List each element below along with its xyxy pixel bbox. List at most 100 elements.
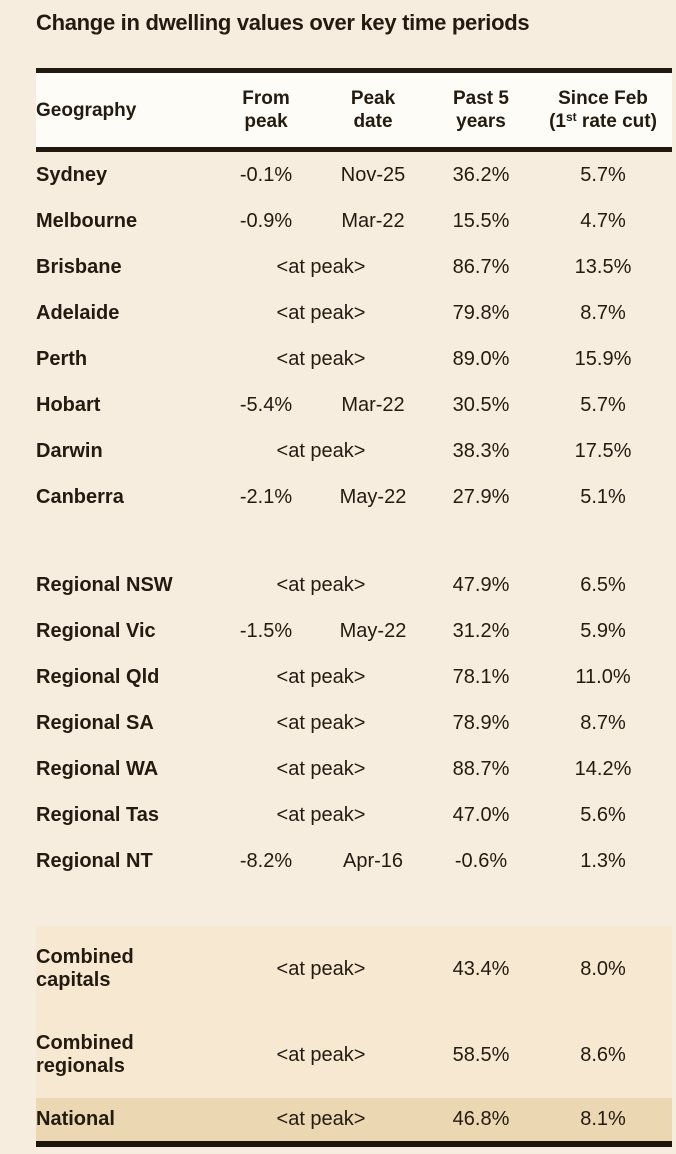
since-feb-cell: 8.6% xyxy=(580,1043,626,1066)
table-row: Hobart -5.4% Mar-22 30.5% 5.7% xyxy=(36,382,672,428)
since-feb-cell: 1.3% xyxy=(580,849,626,872)
table-row: Regional Tas <at peak> 47.0% 5.6% xyxy=(36,792,672,838)
peak-date-cell: Nov-25 xyxy=(340,163,406,186)
past-5-years-cell: 78.1% xyxy=(452,665,510,688)
table-row: Combined capitals <at peak> 43.4% 8.0% xyxy=(36,926,672,1012)
from-peak-cell: -8.2% xyxy=(239,849,293,872)
col-header-since-feb: Since Feb (1st rate cut) xyxy=(534,73,672,147)
table-row: Regional Vic -1.5% May-22 31.2% 5.9% xyxy=(36,608,672,654)
col-header-past-5-years: Past 5 years xyxy=(428,73,534,147)
header-line: Peak xyxy=(350,88,396,109)
table-row: Melbourne -0.9% Mar-22 15.5% 4.7% xyxy=(36,198,672,244)
peak-date-cell: Mar-22 xyxy=(341,209,405,232)
since-feb-cell: 8.1% xyxy=(580,1108,626,1130)
table-row: Canberra -2.1% May-22 27.9% 5.1% xyxy=(36,474,672,520)
at-peak-cell: <at peak> xyxy=(276,573,366,596)
peak-date-cell: May-22 xyxy=(339,619,407,642)
geography-cell: Darwin xyxy=(36,439,103,462)
past-5-years-cell: 86.7% xyxy=(452,255,510,278)
past-5-years-cell: 38.3% xyxy=(452,439,510,462)
since-feb-cell: 5.7% xyxy=(580,163,626,186)
geography-cell: Canberra xyxy=(36,485,124,508)
header-line: Past 5 xyxy=(453,88,509,109)
past-5-years-cell: 89.0% xyxy=(452,347,510,370)
ordinal-superscript: st xyxy=(565,110,577,124)
table-row: Adelaide <at peak> 79.8% 8.7% xyxy=(36,290,672,336)
geography-cell: Regional NT xyxy=(36,849,153,872)
header-line: Since Feb xyxy=(558,88,648,109)
figure-title: Change in dwelling values over key time … xyxy=(36,10,530,35)
table-row: Regional NSW <at peak> 47.9% 6.5% xyxy=(36,562,672,608)
since-feb-cell: 5.1% xyxy=(580,485,626,508)
geography-cell: Sydney xyxy=(36,163,108,186)
geography-cell: Regional Tas xyxy=(36,803,159,826)
from-peak-cell: -0.9% xyxy=(239,209,293,232)
at-peak-cell: <at peak> xyxy=(276,957,366,980)
col-header-geography: Geography xyxy=(36,99,137,121)
past-5-years-cell: 27.9% xyxy=(452,485,510,508)
at-peak-cell: <at peak> xyxy=(276,301,366,324)
at-peak-cell: <at peak> xyxy=(276,803,366,826)
since-feb-cell: 5.9% xyxy=(580,619,626,642)
at-peak-cell: <at peak> xyxy=(276,757,366,780)
table-row: Regional Qld <at peak> 78.1% 11.0% xyxy=(36,654,672,700)
table-row: Regional WA <at peak> 88.7% 14.2% xyxy=(36,746,672,792)
table-row: National <at peak> 46.8% 8.1% xyxy=(36,1098,672,1141)
past-5-years-cell: 43.4% xyxy=(452,957,510,980)
since-feb-cell: 13.5% xyxy=(574,255,632,278)
header-line: years xyxy=(456,111,506,132)
table-row: Brisbane <at peak> 86.7% 13.5% xyxy=(36,244,672,290)
dwelling-values-table: Geography From peak Peak date Past 5 yea… xyxy=(36,68,672,1147)
since-feb-cell: 6.5% xyxy=(580,573,626,596)
geography-cell: Regional Vic xyxy=(36,619,156,642)
from-peak-cell: -2.1% xyxy=(239,485,293,508)
peak-date-cell: May-22 xyxy=(339,485,407,508)
since-feb-cell: 8.7% xyxy=(580,301,626,324)
geography-cell: Regional SA xyxy=(36,711,154,734)
geography-cell: Perth xyxy=(36,347,88,370)
header-line: From xyxy=(242,88,290,109)
section-gap xyxy=(36,520,672,562)
since-feb-cell: 8.7% xyxy=(580,711,626,734)
past-5-years-cell: 88.7% xyxy=(452,757,510,780)
past-5-years-cell: 46.8% xyxy=(452,1108,510,1130)
since-feb-cell: 11.0% xyxy=(575,665,631,688)
table-row: Regional SA <at peak> 78.9% 8.7% xyxy=(36,700,672,746)
table-row: Sydney -0.1% Nov-25 36.2% 5.7% xyxy=(36,152,672,198)
at-peak-cell: <at peak> xyxy=(276,439,366,462)
at-peak-cell: <at peak> xyxy=(276,1043,366,1066)
table-row: Regional NT -8.2% Apr-16 -0.6% 1.3% xyxy=(36,838,672,884)
since-feb-cell: 15.9% xyxy=(574,347,632,370)
past-5-years-cell: 79.8% xyxy=(452,301,510,324)
geography-cell: Melbourne xyxy=(36,209,138,232)
past-5-years-cell: 78.9% xyxy=(452,711,510,734)
table-row: Perth <at peak> 89.0% 15.9% xyxy=(36,336,672,382)
geography-cell: Hobart xyxy=(36,393,101,416)
since-feb-cell: 5.6% xyxy=(580,803,626,826)
past-5-years-cell: 30.5% xyxy=(452,393,510,416)
from-peak-cell: -1.5% xyxy=(239,619,293,642)
since-feb-cell: 17.5% xyxy=(574,439,632,462)
at-peak-cell: <at peak> xyxy=(276,665,366,688)
geography-cell: National xyxy=(36,1108,115,1130)
peak-date-cell: Apr-16 xyxy=(342,849,404,872)
past-5-years-cell: 58.5% xyxy=(452,1043,510,1066)
geography-cell: Regional Qld xyxy=(36,665,160,688)
table-header: Geography From peak Peak date Past 5 yea… xyxy=(36,68,672,152)
header-line: peak xyxy=(244,111,288,132)
geography-cell: Adelaide xyxy=(36,301,120,324)
header-line: date xyxy=(353,111,393,132)
since-feb-cell: 14.2% xyxy=(574,757,632,780)
at-peak-cell: <at peak> xyxy=(276,255,366,278)
from-peak-cell: -0.1% xyxy=(239,163,293,186)
past-5-years-cell: 47.0% xyxy=(452,803,510,826)
geography-cell: Regional WA xyxy=(36,757,159,780)
table-row: Darwin <at peak> 38.3% 17.5% xyxy=(36,428,672,474)
table-row: Combined regionals <at peak> 58.5% 8.6% xyxy=(36,1012,672,1098)
since-feb-cell: 5.7% xyxy=(580,393,626,416)
col-header-from-peak: From peak xyxy=(214,73,318,147)
at-peak-cell: <at peak> xyxy=(276,347,366,370)
geography-cell: Combined regionals xyxy=(36,1032,134,1077)
section-gap xyxy=(36,884,672,926)
